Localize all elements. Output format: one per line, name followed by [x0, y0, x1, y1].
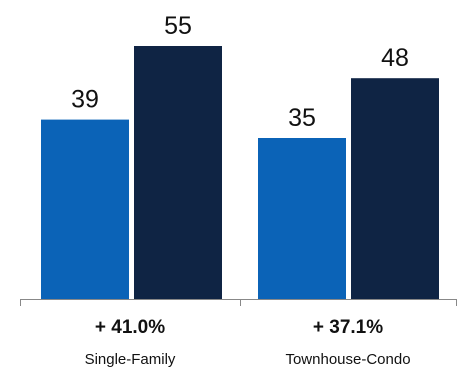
- percent-change-label: + 37.1%: [313, 317, 383, 338]
- data-label: 35: [288, 104, 316, 132]
- x-tick-label: Townhouse-Condo: [285, 351, 410, 368]
- data-label: 39: [71, 86, 99, 114]
- percent-change-label: + 41.0%: [95, 317, 165, 338]
- x-tick-label: Single-Family: [85, 351, 176, 368]
- bar-townhouse-condo-series-2: [351, 78, 439, 299]
- bar-townhouse-condo-series-1: [258, 138, 346, 299]
- data-label: 48: [381, 44, 409, 72]
- bar-single-family-series-2: [134, 46, 222, 299]
- data-label: 55: [164, 12, 192, 40]
- bar-single-family-series-1: [41, 119, 129, 299]
